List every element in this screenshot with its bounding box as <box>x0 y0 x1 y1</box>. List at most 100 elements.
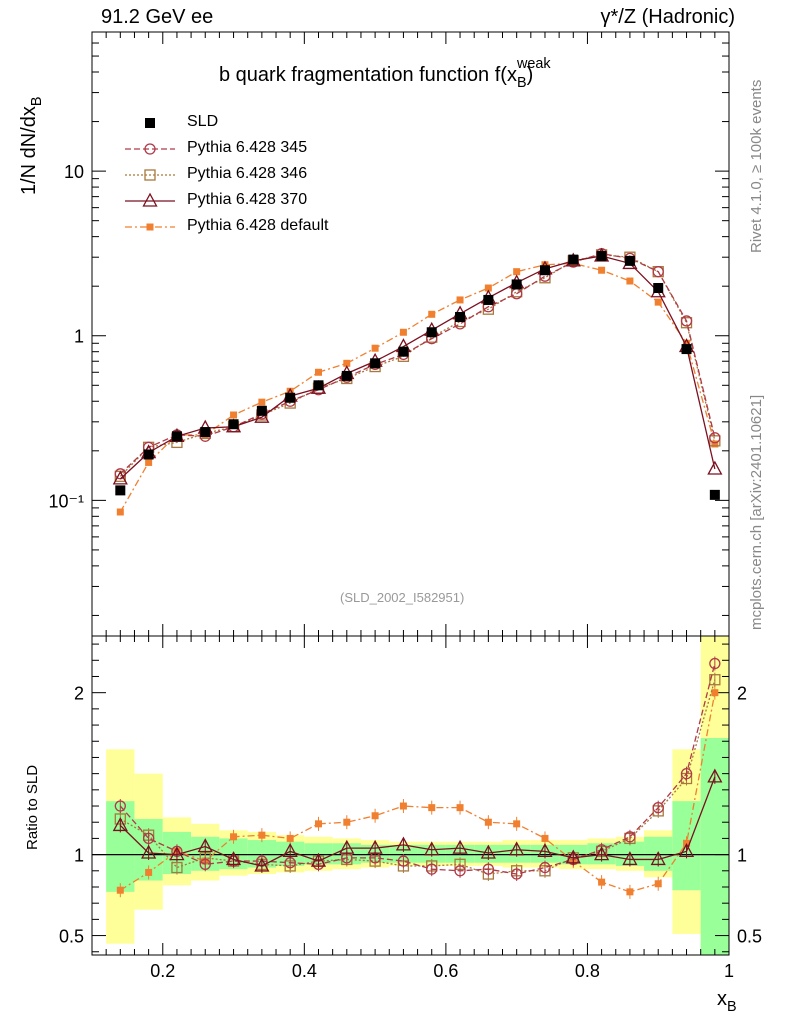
ratio-point-pdefault <box>116 886 124 894</box>
main-point-p370 <box>112 470 128 485</box>
ratio-point-p345 <box>680 767 693 780</box>
ratio-point-p345 <box>709 657 721 670</box>
main-y-tick-label: 10⁻¹ <box>48 491 84 511</box>
main-point-pdefault <box>626 277 634 285</box>
main-line-p346 <box>119 254 716 477</box>
main-point-pdefault <box>711 440 719 448</box>
ratio-line-p345 <box>119 663 716 875</box>
ratio-y-tick-label-right: 0.5 <box>737 927 762 947</box>
main-point-pdefault <box>314 368 322 376</box>
ratio-point-p370 <box>509 841 525 856</box>
ratio-point-pdefault <box>258 831 266 839</box>
ratio-point-pdefault <box>456 804 464 812</box>
ratio-plot-frame <box>91 635 730 956</box>
main-point-p345 <box>709 432 721 444</box>
main-point-pdefault <box>654 298 662 306</box>
ratio-point-p370 <box>565 849 581 864</box>
main-point-pdefault <box>343 359 351 367</box>
ratio-point-p370 <box>169 846 185 861</box>
main-point-sld <box>171 431 182 442</box>
main-line-pdefault <box>119 262 716 513</box>
main-point-sld <box>370 358 381 369</box>
main-point-pdefault <box>116 508 124 516</box>
main-point-p345 <box>680 315 693 327</box>
ratio-point-p345 <box>114 800 126 812</box>
ratio-y-tick-label-left: 1 <box>74 846 84 866</box>
x-tick-label: 0.6 <box>433 961 458 981</box>
main-line-p370 <box>119 255 716 480</box>
main-point-pdefault <box>286 387 294 395</box>
ratio-point-p370 <box>339 839 355 854</box>
main-point-sld <box>568 254 579 265</box>
ratio-point-p345 <box>511 868 523 880</box>
x-tick-label: 0.8 <box>575 961 600 981</box>
main-point-pdefault <box>513 268 521 276</box>
ratio-point-p370 <box>254 857 270 872</box>
ratio-point-p370 <box>367 839 383 854</box>
ratio-point-pdefault <box>626 888 634 896</box>
main-point-pdefault <box>541 261 549 269</box>
main-point-sld <box>653 282 664 293</box>
main-point-sld <box>256 405 267 416</box>
legend-label-p346: Pythia 6.428 346 <box>187 165 308 182</box>
main-y-axis-label: 1/N dN/dxB <box>18 96 46 195</box>
ratio-point-p370 <box>282 843 298 858</box>
main-point-pdefault <box>145 458 153 466</box>
ratio-point-p345 <box>652 801 664 814</box>
main-point-sld <box>624 255 635 266</box>
main-point-pdefault <box>598 266 606 274</box>
ratio-line-p346 <box>119 679 716 875</box>
ratio-point-p345 <box>624 831 636 843</box>
ratio-point-pdefault <box>230 833 238 841</box>
ratio-y-axis-label: Ratio to SLD <box>24 764 41 850</box>
ratio-point-p370 <box>650 851 666 866</box>
main-y-tick-label: 1 <box>74 327 84 347</box>
legend-label-sld: SLD <box>187 113 219 130</box>
main-point-sld <box>341 370 352 381</box>
main-point-sld <box>143 449 154 460</box>
ratio-point-p345 <box>142 832 155 845</box>
ratio-point-p370 <box>310 852 327 867</box>
main-point-sld <box>709 489 720 500</box>
main-point-sld <box>285 392 296 403</box>
ratio-point-p345 <box>454 865 466 877</box>
ratio-point-pdefault <box>484 818 492 826</box>
ratio-point-pdefault <box>654 880 662 888</box>
ratio-y-tick-label-left: 2 <box>74 684 84 704</box>
ratio-point-p370 <box>141 844 157 859</box>
main-point-pdefault <box>371 344 379 352</box>
main-point-pdefault <box>683 339 691 347</box>
ratio-point-p345 <box>426 863 438 875</box>
main-point-p345 <box>652 266 664 278</box>
x-tick-label: 1 <box>724 961 734 981</box>
ratio-point-p370 <box>395 836 412 851</box>
ratio-point-pdefault <box>598 878 606 886</box>
ratio-point-p370 <box>594 846 610 861</box>
header-energy-label: 91.2 GeV ee <box>101 6 214 28</box>
ratio-band-green <box>389 844 418 863</box>
ratio-point-p370 <box>225 851 242 866</box>
ratio-point-pdefault <box>428 804 436 812</box>
ratio-point-p370 <box>112 817 128 832</box>
ratio-point-p370 <box>622 851 638 866</box>
ratio-point-p370 <box>480 844 496 859</box>
ratio-point-pdefault <box>399 802 407 810</box>
ratio-point-p346 <box>171 861 183 874</box>
main-point-pdefault <box>484 284 492 292</box>
main-point-sld <box>483 294 494 305</box>
x-tick-label: 0.2 <box>150 961 175 981</box>
main-line-p345 <box>119 253 716 475</box>
main-point-sld <box>539 265 550 276</box>
main-point-sld <box>398 346 409 357</box>
main-point-sld <box>426 327 437 338</box>
main-point-sld <box>511 279 522 290</box>
ratio-point-pdefault <box>513 820 521 828</box>
ratio-point-p370 <box>678 843 695 858</box>
mcplots-source-note: mcplots.cern.ch [arXiv:2401.10621] <box>748 394 765 630</box>
main-point-sld <box>313 380 324 391</box>
ratio-y-tick-label-left: 0.5 <box>59 927 84 947</box>
ratio-point-pdefault <box>343 818 351 826</box>
ratio-point-pdefault <box>145 868 153 876</box>
ratio-point-p345 <box>199 858 211 870</box>
